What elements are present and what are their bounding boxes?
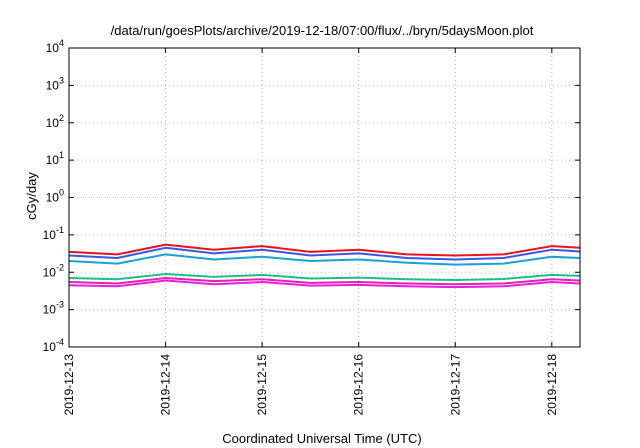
series-line-2: [68, 246, 581, 261]
series-line-4: [68, 273, 581, 281]
series-line-6: [68, 279, 581, 289]
x-axis-label: Coordinated Universal Time (UTC): [222, 431, 421, 446]
y-tick-label: 10-2: [43, 262, 64, 279]
series-lines: [68, 243, 581, 289]
y-axis-label: cGy/day: [24, 172, 39, 220]
series-line-1: [68, 243, 581, 257]
chart-title: /data/run/goesPlots/archive/2019-12-18/0…: [111, 23, 534, 38]
y-tick-label: 10-1: [43, 225, 64, 242]
grid-lines: [69, 48, 580, 347]
x-tick-label: 2019-12-14: [159, 354, 173, 416]
y-tick-label: 101: [46, 150, 64, 167]
y-tick-label: 100: [46, 188, 64, 205]
x-tick-label: 2019-12-13: [62, 354, 76, 416]
series-line-3: [68, 253, 581, 266]
y-tick-label: 102: [46, 113, 64, 130]
y-axis: 10-4 10-3 10-2 10-1 100 101 102 103 104: [43, 38, 580, 354]
y-tick-label: 104: [46, 38, 64, 55]
series-line-5: [68, 277, 581, 286]
x-tick-label: 2019-12-17: [448, 354, 462, 416]
y-tick-label: 10-3: [43, 300, 64, 317]
x-tick-label: 2019-12-16: [352, 354, 366, 416]
x-tick-label: 2019-12-15: [255, 354, 269, 416]
y-tick-label: 10-4: [43, 337, 64, 354]
y-tick-label: 103: [46, 75, 64, 92]
x-tick-label: 2019-12-18: [545, 354, 559, 416]
x-axis: 2019-12-13 2019-12-14 2019-12-15 2019-12-16…: [62, 48, 559, 415]
